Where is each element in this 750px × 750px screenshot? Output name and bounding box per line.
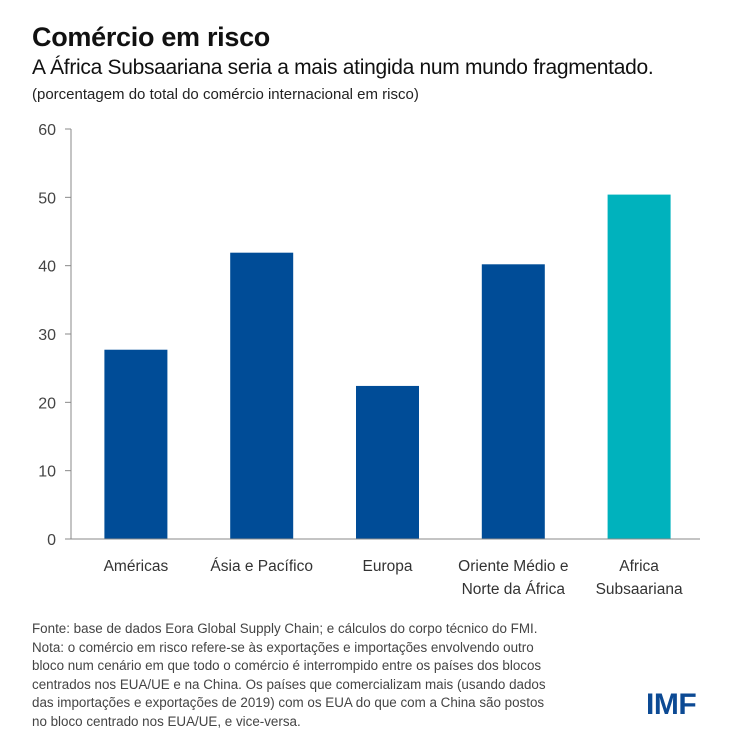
note-line: centrados nos EUA/UE e na China. Os país…	[32, 676, 546, 692]
y-tick-label: 30	[38, 327, 56, 344]
note-line: Fonte: base de dados Eora Global Supply …	[32, 621, 538, 636]
x-category-label: Américas	[104, 558, 169, 575]
chart-subtitle: A África Subsaariana seria a mais atingi…	[32, 56, 654, 79]
note-line: das importações e exportações de 2019) c…	[32, 695, 545, 711]
x-category-label-line: Oriente Médio e	[458, 558, 568, 575]
x-category-label: Europa	[363, 558, 413, 575]
y-tick-label: 50	[38, 190, 56, 207]
source-notes: Fonte: base de dados Eora Global Supply …	[32, 620, 652, 732]
x-axis: Américas Ásia e Pacífico Europa Oriente Méd…	[71, 538, 700, 598]
note-line: bloco num cenário em que todo o comércio…	[32, 658, 542, 674]
x-category-label-line: Norte da África	[462, 581, 566, 598]
note-line: Nota: o comércio em risco refere-se às e…	[32, 639, 534, 655]
chart-title: Comércio em risco	[32, 22, 270, 52]
imf-logo: IMF	[646, 688, 697, 721]
x-category-label: Oriente Médio e Norte da África	[458, 558, 568, 598]
y-tick-label: 60	[38, 122, 56, 139]
bar	[607, 194, 671, 539]
x-category-label-line: Américas	[104, 558, 169, 575]
y-tick-label: 0	[47, 532, 56, 549]
bar	[356, 385, 419, 539]
x-category-label-line: Subsaariana	[596, 581, 683, 598]
bars	[104, 194, 671, 539]
x-category-label-line: Europa	[363, 558, 413, 575]
bar-chart: 0 10 20 30 40 50 60 Américas Ásia e Pacífico Eur…	[38, 122, 700, 598]
x-category-label-line: Ásia e Pacífico	[210, 558, 313, 575]
y-tick-label: 10	[38, 464, 56, 481]
x-category-label: Ásia e Pacífico	[210, 558, 313, 575]
y-tick-label: 40	[38, 259, 56, 276]
y-axis: 0 10 20 30 40 50 60	[38, 122, 72, 549]
bar	[230, 252, 294, 539]
x-category-label-line: Africa	[619, 558, 659, 575]
y-axis-units-label: (porcentagem do total do comércio intern…	[32, 86, 419, 103]
x-category-label: Africa Subsaariana	[596, 558, 683, 598]
bar	[104, 349, 168, 539]
y-tick-label: 20	[38, 395, 56, 412]
note-line: no bloco centrado nos EUA/UE, e vice-ver…	[32, 713, 301, 729]
bar	[481, 264, 545, 539]
